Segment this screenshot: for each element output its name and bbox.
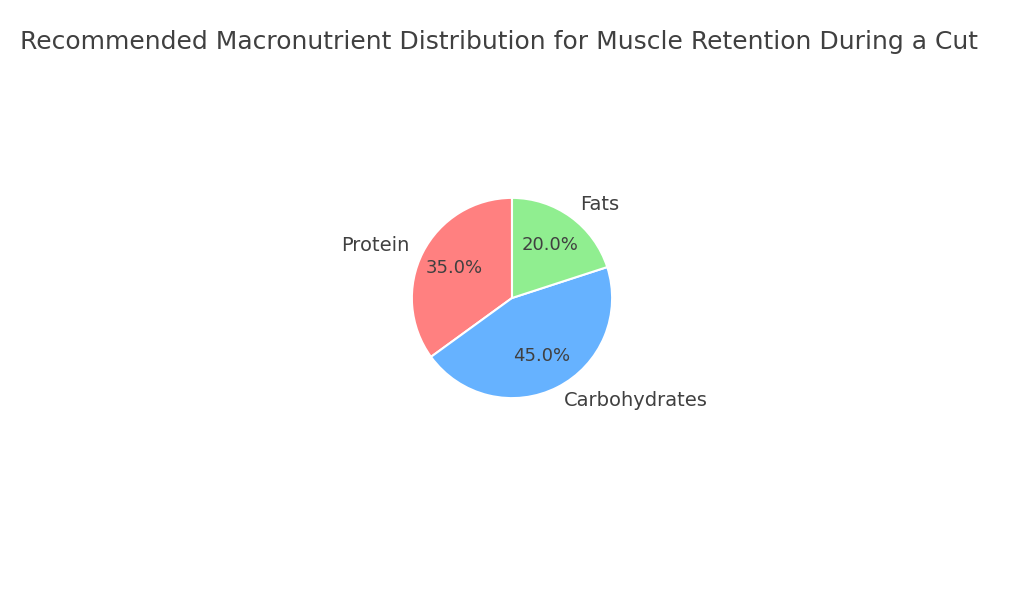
Text: Fats: Fats [580, 195, 618, 215]
Text: Recommended Macronutrient Distribution for Muscle Retention During a Cut: Recommended Macronutrient Distribution f… [20, 30, 979, 54]
Text: 35.0%: 35.0% [425, 259, 482, 278]
Text: Protein: Protein [341, 236, 410, 255]
Wedge shape [512, 198, 607, 298]
Wedge shape [412, 198, 512, 357]
Text: 20.0%: 20.0% [522, 237, 579, 254]
Text: Carbohydrates: Carbohydrates [564, 391, 709, 410]
Text: 45.0%: 45.0% [513, 347, 570, 365]
Wedge shape [431, 267, 612, 398]
